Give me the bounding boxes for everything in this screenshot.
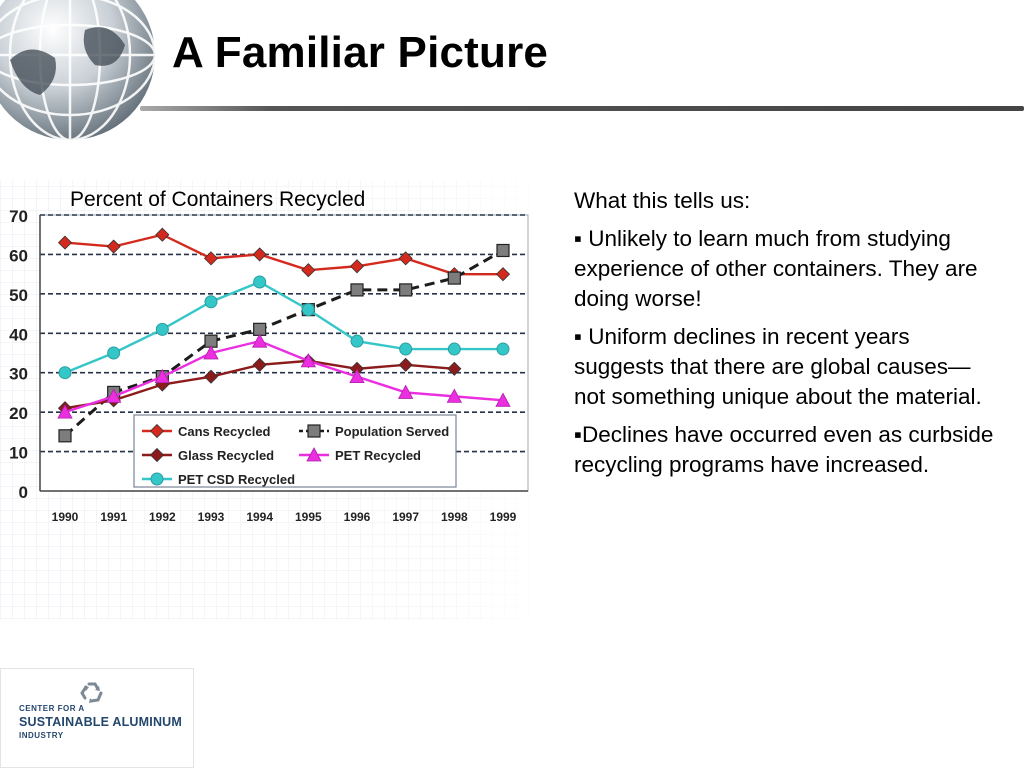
recycle-icon (80, 682, 103, 703)
x-tick-label: 1992 (149, 510, 176, 524)
notes-panel: What this tells us: ▪ Unlikely to learn … (574, 186, 994, 488)
data-point-population-served (350, 283, 364, 297)
data-point-pet-csd-recycled (350, 334, 364, 348)
data-point-cans-recycled (398, 251, 413, 266)
notes-bullet-2: ▪ Uniform declines in recent years sugge… (574, 324, 982, 409)
legend-marker-population-served (307, 424, 321, 438)
x-tick-label: 1990 (52, 510, 79, 524)
data-point-pet-csd-recycled (253, 275, 267, 289)
data-point-glass-recycled (252, 357, 267, 372)
data-point-pet-csd-recycled (447, 342, 461, 356)
data-point-cans-recycled (252, 247, 267, 262)
x-tick-label: 1995 (295, 510, 322, 524)
data-point-pet-recycled (105, 388, 122, 403)
data-point-pet-recycled (495, 392, 511, 407)
x-tick-label: 1997 (392, 510, 419, 524)
globe-icon (0, 0, 157, 142)
slide-title: A Familiar Picture (172, 28, 549, 77)
x-tick-label: 1994 (246, 510, 273, 524)
legend-label-glass-recycled: Glass Recycled (178, 448, 274, 463)
x-tick-label: 1998 (441, 510, 468, 524)
y-tick-label: 60 (9, 246, 28, 265)
series-line-population-served (64, 249, 504, 437)
y-tick-label: 0 (19, 483, 28, 502)
data-point-pet-csd-recycled (204, 295, 218, 309)
legend-marker-glass-recycled (149, 447, 165, 463)
legend-label-pet-recycled: PET Recycled (335, 448, 421, 463)
x-tick-label: 1993 (198, 510, 225, 524)
data-point-glass-recycled (447, 361, 462, 376)
data-point-pet-recycled (154, 368, 171, 384)
notes-bullet-3: ▪Declines have occurred even as curbside… (574, 422, 994, 477)
data-point-pet-csd-recycled (155, 322, 169, 336)
data-point-pet-recycled (446, 388, 463, 403)
data-point-cans-recycled (155, 227, 170, 242)
data-point-pet-csd-recycled (301, 303, 315, 317)
data-point-population-served (447, 271, 461, 285)
logo-text-industry: INDUSTRY (19, 731, 64, 740)
y-tick-label: 30 (9, 365, 28, 384)
data-point-pet-csd-recycled (399, 342, 413, 356)
x-tick-label: 1991 (100, 510, 127, 524)
recycling-line-chart: 0 10 20 30 40 50 60 70 1990 1991 1992 1993 1994 1995 1… (9, 207, 529, 524)
data-point-glass-recycled (203, 369, 219, 384)
legend-marker-cans-recycled (149, 423, 165, 439)
data-point-pet-recycled (397, 384, 414, 399)
y-tick-label: 70 (9, 207, 28, 226)
legend-label-pet-csd-recycled: PET CSD Recycled (178, 472, 295, 487)
data-point-cans-recycled (203, 251, 219, 266)
data-point-pet-recycled (203, 345, 219, 360)
data-point-pet-csd-recycled (496, 342, 510, 356)
y-tick-label: 40 (9, 325, 28, 344)
logo-text-center-for: CENTER FOR A (19, 704, 85, 713)
data-point-population-served (496, 243, 510, 258)
data-point-cans-recycled (57, 235, 73, 250)
logo-text-sustainable-aluminum: SUSTAINABLE ALUMINUM (19, 715, 183, 729)
data-point-cans-recycled (301, 263, 316, 278)
notes-bullet-1: ▪ Unlikely to learn much from studying e… (574, 226, 978, 311)
legend-label-population-served: Population Served (335, 424, 449, 439)
data-point-glass-recycled (398, 357, 413, 372)
y-tick-label: 10 (9, 444, 28, 463)
data-point-pet-csd-recycled (107, 346, 121, 360)
legend-box (133, 414, 457, 488)
title-divider (140, 106, 1024, 111)
data-point-population-served (399, 283, 413, 297)
data-point-pet-recycled (349, 368, 365, 384)
legend-label-cans-recycled: Cans Recycled (178, 424, 271, 439)
y-tick-label: 20 (9, 404, 28, 423)
csai-logo: CENTER FOR A SUSTAINABLE ALUMINUM INDUST… (0, 668, 194, 768)
data-point-pet-csd-recycled (58, 366, 72, 380)
data-point-population-served (58, 429, 72, 443)
data-point-cans-recycled (495, 267, 511, 282)
legend-marker-pet-recycled (306, 447, 322, 462)
x-tick-label: 1996 (344, 510, 371, 524)
chart-title: Percent of Containers Recycled (70, 188, 366, 211)
series-line-cans-recycled (64, 233, 503, 276)
data-point-cans-recycled (349, 259, 365, 274)
legend-marker-pet-csd-recycled (150, 472, 164, 486)
notes-heading: What this tells us: (574, 188, 751, 213)
data-point-cans-recycled (106, 239, 121, 254)
data-point-pet-recycled (300, 353, 317, 368)
y-tick-label: 50 (9, 286, 28, 305)
series-line-pet-recycled (64, 339, 504, 414)
data-point-pet-recycled (57, 404, 73, 419)
data-point-pet-recycled (251, 333, 268, 348)
x-tick-label: 1999 (490, 510, 517, 524)
series-line-pet-csd-recycled (64, 280, 503, 374)
